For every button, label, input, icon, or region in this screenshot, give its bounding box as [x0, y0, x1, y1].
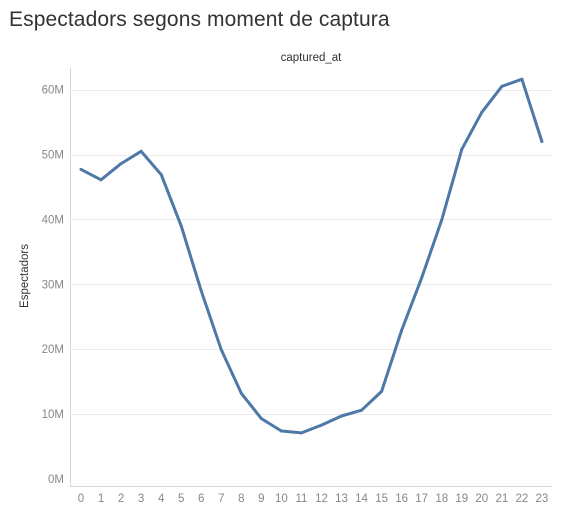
y-tick-label: 10M [42, 409, 64, 421]
x-tick-label: 11 [295, 493, 307, 505]
x-tick-label: 18 [435, 493, 448, 505]
x-tick-label: 12 [315, 493, 328, 505]
data-point [100, 178, 103, 181]
x-tick-label: 3 [138, 493, 144, 505]
x-tick-label: 19 [455, 493, 468, 505]
x-tick-label: 5 [178, 493, 184, 505]
x-axis-ticks: 0 1 2 3 4 5 6 7 8 9 10 11 12 13 14 15 16 17 18 19 20 21 22 23 [78, 493, 549, 505]
data-point [520, 78, 523, 81]
x-tick-label: 16 [395, 493, 408, 505]
y-axis-ticks: 0M 10M 20M 30M 40M 50M 60M [42, 85, 64, 486]
data-point [400, 329, 403, 332]
x-tick-label: 22 [515, 493, 528, 505]
data-point [540, 140, 543, 143]
data-point [200, 289, 203, 292]
x-axis-title: captured_at [281, 52, 343, 64]
data-point [140, 150, 143, 153]
data-point [500, 85, 503, 88]
data-point [320, 424, 323, 427]
y-tick-label: 0M [48, 474, 64, 486]
data-point [160, 173, 163, 176]
series-group [80, 78, 544, 435]
x-tick-label: 21 [495, 493, 508, 505]
x-tick-label: 0 [78, 493, 84, 505]
y-tick-label: 40M [42, 214, 64, 226]
x-tick-label: 13 [335, 493, 348, 505]
x-tick-label: 2 [118, 493, 124, 505]
y-tick-label: 20M [42, 344, 64, 356]
x-tick-label: 4 [158, 493, 165, 505]
data-point [240, 392, 243, 395]
series-line [81, 79, 542, 433]
data-point [220, 348, 223, 351]
data-point [180, 224, 183, 227]
data-point [120, 162, 123, 165]
x-tick-label: 14 [355, 493, 368, 505]
data-point [260, 417, 263, 420]
y-tick-label: 50M [42, 150, 64, 162]
x-tick-label: 9 [258, 493, 264, 505]
x-tick-label: 8 [238, 493, 244, 505]
x-tick-label: 20 [475, 493, 488, 505]
x-tick-label: 17 [415, 493, 428, 505]
data-point [420, 276, 423, 279]
data-point [440, 219, 443, 222]
x-tick-label: 23 [536, 493, 549, 505]
data-point [460, 148, 463, 151]
y-tick-label: 30M [42, 279, 64, 291]
data-point [380, 390, 383, 393]
data-point [80, 168, 83, 171]
y-axis-title: Espectadors [19, 244, 31, 308]
x-tick-label: 1 [98, 493, 104, 505]
data-point [300, 431, 303, 434]
data-point [360, 409, 363, 412]
gridlines [70, 91, 552, 415]
y-tick-label: 60M [42, 85, 64, 97]
data-point [280, 430, 283, 433]
x-tick-label: 7 [218, 493, 224, 505]
x-tick-label: 6 [198, 493, 204, 505]
data-point [340, 415, 343, 418]
x-tick-label: 10 [275, 493, 288, 505]
x-tick-label: 15 [375, 493, 388, 505]
data-point [480, 111, 483, 114]
